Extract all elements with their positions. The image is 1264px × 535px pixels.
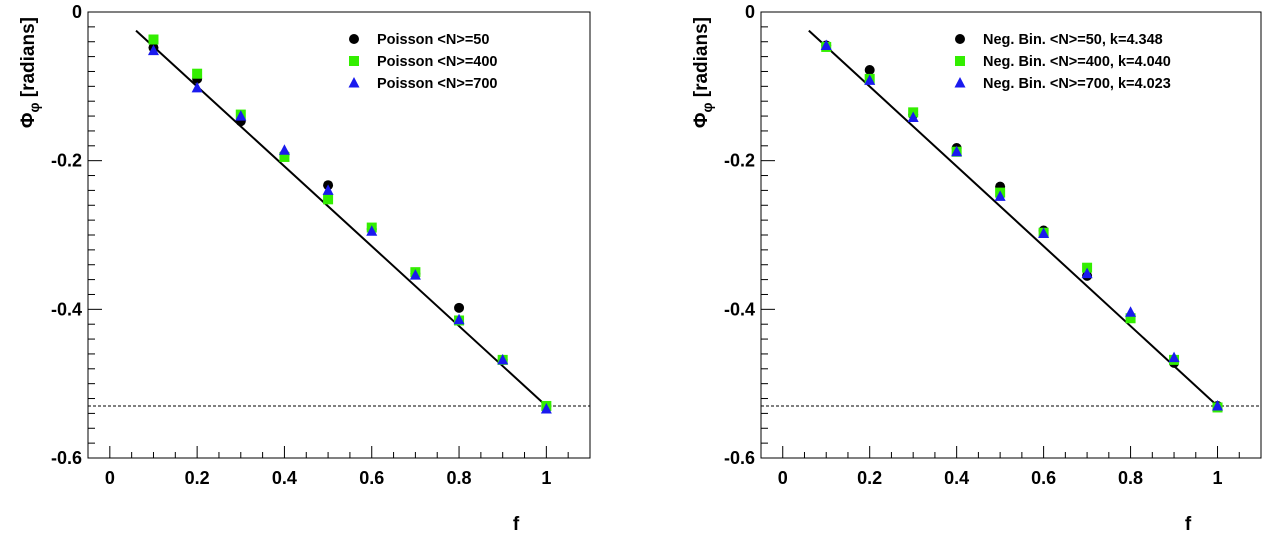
legend-marker bbox=[955, 34, 965, 44]
legend-marker bbox=[955, 56, 965, 66]
data-point bbox=[994, 190, 1006, 201]
y-tick-label: -0.2 bbox=[51, 151, 82, 171]
data-point bbox=[497, 353, 509, 365]
x-tick-label: 0.6 bbox=[1031, 468, 1056, 488]
data-point bbox=[191, 81, 203, 93]
data-point bbox=[951, 145, 963, 157]
data-point bbox=[453, 313, 465, 325]
x-tick-label: 0 bbox=[778, 468, 788, 488]
data-point bbox=[409, 269, 421, 280]
series-3 bbox=[147, 44, 552, 414]
data-point bbox=[540, 402, 552, 414]
data-point bbox=[366, 225, 378, 236]
legend-label: Poisson <N>=700 bbox=[377, 76, 498, 92]
x-tick-label: 0 bbox=[105, 468, 115, 488]
y-axis-title: Φφ [radians] bbox=[18, 17, 42, 128]
legend-marker bbox=[348, 77, 360, 88]
x-tick-label: 0.6 bbox=[359, 468, 384, 488]
legend: Poisson <N>=50 Poisson <N>=400 Poisson <N>… bbox=[348, 32, 498, 92]
data-point bbox=[1168, 351, 1180, 363]
x-tick-label: 0.4 bbox=[272, 468, 297, 488]
chart-panel-2: 0 0.2 0.4 0.6 0.8 1 0 -0.2 -0.4 -0.6 f Φφ [radians]… bbox=[691, 2, 1262, 535]
x-axis-title: f bbox=[513, 514, 520, 535]
legend-label: Neg. Bin. <N>=400, k=4.040 bbox=[983, 54, 1171, 70]
legend-marker bbox=[349, 56, 359, 66]
data-point bbox=[279, 151, 290, 162]
x-tick-label: 0.8 bbox=[1118, 468, 1143, 488]
data-point bbox=[323, 194, 334, 205]
plot-frame bbox=[87, 11, 591, 459]
data-point bbox=[322, 184, 334, 195]
x-axis-title: f bbox=[1185, 514, 1192, 535]
data-point bbox=[147, 44, 159, 56]
data-point bbox=[235, 110, 247, 121]
y-tick-label: -0.6 bbox=[51, 448, 82, 468]
data-point bbox=[454, 302, 465, 313]
x-tick-label: 1 bbox=[1213, 468, 1223, 488]
data-point bbox=[1081, 267, 1093, 279]
y-tick-label: 0 bbox=[72, 2, 82, 22]
data-point bbox=[1038, 227, 1050, 239]
x-tick-label: 0.8 bbox=[447, 468, 472, 488]
data-point bbox=[1125, 313, 1136, 324]
data-point bbox=[864, 64, 875, 75]
legend-marker bbox=[954, 77, 966, 88]
x-tick-label: 1 bbox=[541, 468, 551, 488]
series-3 bbox=[820, 39, 1224, 411]
data-point bbox=[907, 111, 919, 123]
legend-label: Poisson <N>=50 bbox=[377, 32, 489, 48]
data-point bbox=[864, 74, 876, 85]
x-tick-label: 0.2 bbox=[185, 468, 210, 488]
y-tick-label: -0.4 bbox=[51, 299, 82, 319]
x-tick-label: 0.4 bbox=[944, 468, 969, 488]
data-point bbox=[148, 34, 159, 45]
legend-marker bbox=[349, 34, 359, 44]
data-point bbox=[820, 39, 832, 50]
legend-label: Poisson <N>=400 bbox=[377, 54, 498, 70]
y-tick-label: -0.2 bbox=[724, 151, 755, 171]
data-point bbox=[192, 68, 203, 79]
legend-label: Neg. Bin. <N>=50, k=4.348 bbox=[983, 32, 1163, 48]
y-axis-title: Φφ [radians] bbox=[691, 17, 715, 128]
y-tick-label: 0 bbox=[745, 2, 755, 22]
data-point bbox=[278, 144, 290, 155]
y-tick-label: -0.4 bbox=[724, 299, 755, 319]
data-point bbox=[1212, 399, 1224, 411]
data-point bbox=[1125, 306, 1137, 317]
chart-panel-1: 0 0.2 0.4 0.6 0.8 1 0 -0.2 -0.4 -0.6 f Φφ [radians]… bbox=[18, 2, 591, 535]
fit-line bbox=[135, 29, 548, 407]
legend: Neg. Bin. <N>=50, k=4.348 Neg. Bin. <N>=4… bbox=[954, 32, 1171, 92]
y-tick-label: -0.6 bbox=[724, 448, 755, 468]
x-tick-label: 0.2 bbox=[857, 468, 882, 488]
legend-label: Neg. Bin. <N>=700, k=4.023 bbox=[983, 76, 1171, 92]
fit-line bbox=[808, 29, 1219, 407]
